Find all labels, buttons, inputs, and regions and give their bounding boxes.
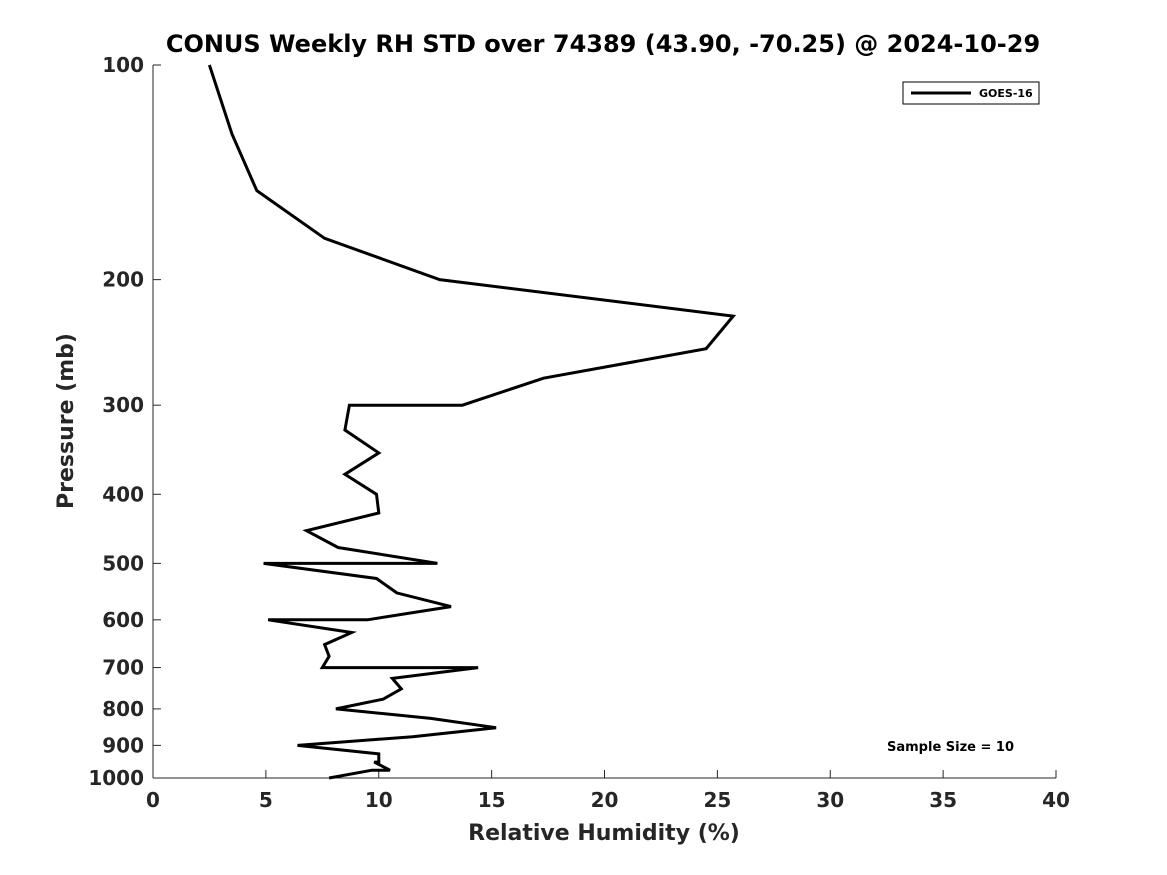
x-tick-label: 20	[591, 788, 619, 812]
sample-size-annotation: Sample Size = 10	[887, 740, 1014, 755]
y-tick-label: 400	[102, 482, 144, 506]
x-tick-label: 0	[146, 788, 160, 812]
y-tick-label: 200	[102, 268, 144, 292]
x-tick-label: 15	[478, 788, 506, 812]
y-tick-label: 600	[102, 608, 144, 632]
y-axis-ticks: 100 200 300 400 500 600 700 800 900 1000	[88, 53, 161, 790]
x-tick-label: 30	[816, 788, 844, 812]
x-tick-label: 40	[1042, 788, 1070, 812]
x-axis-label: Relative Humidity (%)	[468, 821, 740, 846]
y-tick-label: 800	[102, 697, 144, 721]
x-axis-ticks: 0 5 10 15 20 25 30 35 40	[146, 770, 1070, 812]
legend-entry-label: GOES-16	[979, 87, 1033, 100]
y-axis-label: Pressure (mb)	[54, 333, 79, 509]
series-line-goes-16	[207, 64, 737, 780]
y-tick-label: 300	[102, 393, 144, 417]
y-tick-label: 100	[102, 53, 144, 77]
chart-title: CONUS Weekly RH STD over 74389 (43.90, -…	[166, 30, 1040, 58]
y-tick-label: 1000	[88, 766, 144, 790]
y-tick-label: 900	[102, 733, 144, 757]
x-tick-label: 25	[703, 788, 731, 812]
series-layer	[207, 64, 737, 780]
y-tick-label: 500	[102, 551, 144, 575]
y-tick-label: 700	[102, 656, 144, 680]
legend: GOES-16	[902, 81, 1040, 105]
x-tick-label: 5	[259, 788, 273, 812]
x-tick-label: 35	[929, 788, 957, 812]
x-tick-label: 10	[365, 788, 393, 812]
